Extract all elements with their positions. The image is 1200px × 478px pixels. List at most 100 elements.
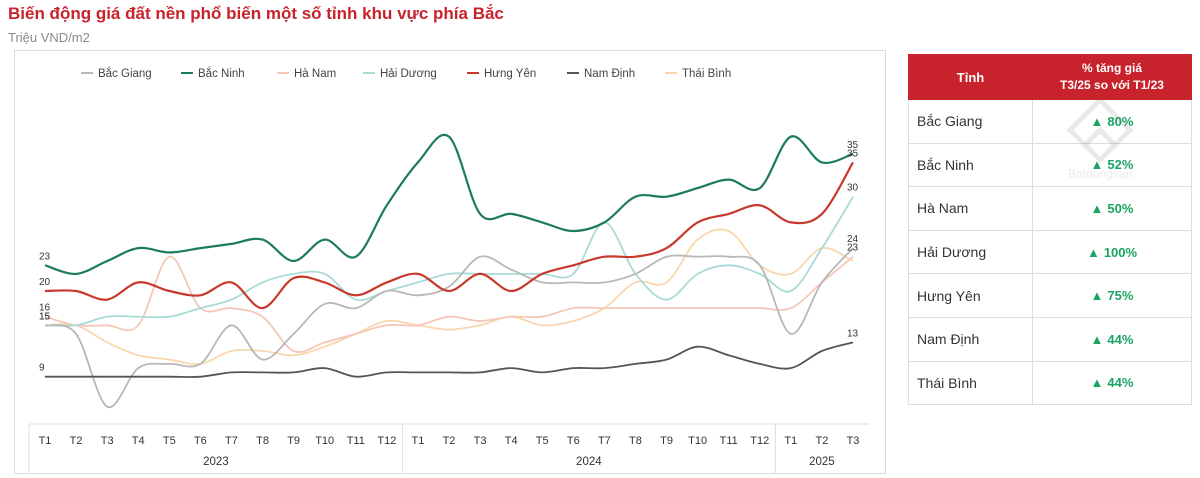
x-tick-label: T3 (847, 435, 860, 447)
table-row: Bắc Ninh ▲ 52% (908, 142, 1192, 188)
table-row: Hải Dương ▲ 100% (908, 229, 1192, 275)
table-row: Nam Định ▲ 44% (908, 316, 1192, 362)
growth-cell: ▲ 100% (1032, 229, 1192, 275)
x-tick-label: T8 (629, 435, 642, 447)
legend-label: Hà Nam (294, 68, 336, 80)
series-start-label: 23 (39, 251, 51, 262)
series-end-label: 13 (847, 328, 859, 339)
year-label: 2024 (576, 456, 602, 468)
chart-frame: Bắc Giang Bắc Ninh Hà Nam Hải Dương Hưng Yên… (14, 50, 886, 474)
x-tick-label: T4 (505, 435, 518, 447)
x-tick-label: T9 (287, 435, 300, 447)
up-triangle-icon: ▲ (1090, 331, 1104, 347)
up-triangle-icon: ▲ (1090, 113, 1104, 129)
up-triangle-icon: ▲ (1090, 375, 1104, 391)
up-triangle-icon: ▲ (1090, 200, 1104, 216)
x-tick-label: T9 (660, 435, 673, 447)
growth-cell: ▲ 52% (1032, 142, 1192, 188)
province-name: Hải Dương (908, 229, 1033, 275)
header-province: Tỉnh (908, 54, 1033, 100)
x-tick-label: T11 (347, 435, 365, 447)
series-start-label: 15 (39, 311, 51, 322)
growth-value: 50% (1107, 200, 1134, 216)
legend-item: Hưng Yên (467, 68, 536, 80)
x-tick-label: T6 (194, 435, 207, 447)
x-tick-label: T1 (412, 435, 425, 447)
up-triangle-icon: ▲ (1086, 244, 1100, 260)
x-tick-label: T1 (39, 435, 52, 447)
series-start-label: 15 (39, 311, 51, 322)
series-line (44, 196, 854, 327)
x-tick-label: T1 (784, 435, 797, 447)
line-chart: Bắc Giang Bắc Ninh Hà Nam Hải Dương Hưng Yên… (28, 67, 869, 473)
growth-value: 52% (1107, 157, 1134, 173)
growth-value: 80% (1107, 113, 1134, 129)
x-tick-label: T10 (688, 435, 707, 447)
growth-table: Tỉnh % tăng giá T3/25 so với T1/23 Bắc G… (908, 54, 1192, 406)
series-start-label: 9 (39, 363, 45, 374)
province-name: Bắc Ninh (908, 142, 1033, 188)
province-name: Hà Nam (908, 186, 1033, 231)
legend-label: Hưng Yên (484, 68, 536, 80)
legend-item: Hà Nam (277, 68, 336, 80)
x-tick-label: T2 (816, 435, 829, 447)
series-line (45, 341, 854, 378)
province-name: Bắc Giang (908, 99, 1033, 144)
legend-item: Nam Định (567, 68, 635, 80)
x-tick-label: T2 (70, 435, 83, 447)
x-tick-label: T4 (132, 435, 145, 447)
growth-value: 44% (1107, 331, 1134, 347)
legend-label: Nam Định (584, 68, 635, 80)
legend-item: Bắc Ninh (181, 67, 245, 80)
year-label: 2023 (203, 456, 229, 468)
x-tick-label: T12 (377, 435, 396, 447)
x-tick-label: T2 (443, 435, 456, 447)
growth-cell: ▲ 44% (1032, 316, 1192, 362)
x-tick-label: T11 (720, 435, 738, 447)
watermark-text: Batdongsan (1067, 167, 1133, 181)
series-line (44, 161, 854, 310)
unit-subtitle: Triệu VND/m2 (8, 30, 90, 45)
x-tick-label: T5 (536, 435, 549, 447)
up-triangle-icon: ▲ (1090, 157, 1104, 173)
series-line (44, 247, 854, 408)
x-tick-label: T7 (225, 435, 238, 447)
watermark-logo: Batdongsan (1040, 95, 1160, 205)
series-end-label: 35 (847, 148, 859, 159)
x-tick-label: T8 (256, 435, 269, 447)
legend-item: Bắc Giang (81, 67, 152, 80)
header-growth: % tăng giá T3/25 so với T1/23 (1032, 54, 1192, 100)
series-line (44, 228, 854, 366)
x-tick-label: T12 (750, 435, 769, 447)
x-tick-label: T7 (598, 435, 611, 447)
growth-value: 75% (1107, 288, 1134, 304)
series-line (44, 255, 854, 353)
legend-item: Hải Dương (363, 68, 437, 80)
growth-cell: ▲ 75% (1032, 273, 1192, 318)
x-tick-label: T5 (163, 435, 176, 447)
x-tick-label: T6 (567, 435, 580, 447)
table-row: Hưng Yên ▲ 75% (908, 273, 1192, 318)
legend-label: Thái Bình (682, 68, 731, 80)
series-start-label: 16 (39, 303, 51, 314)
header-growth-line2: T3/25 so với T1/23 (1060, 78, 1164, 92)
series-end-label: 30 (847, 183, 859, 194)
legend-label: Bắc Giang (98, 67, 152, 80)
province-name: Nam Định (908, 316, 1033, 362)
up-triangle-icon: ▲ (1090, 288, 1104, 304)
legend-label: Hải Dương (380, 68, 437, 80)
province-name: Thái Bình (908, 360, 1033, 406)
page-title: Biến động giá đất nền phổ biến một số tỉ… (8, 4, 504, 23)
legend-item: Thái Bình (665, 68, 731, 80)
table-header-row: Tỉnh % tăng giá T3/25 so với T1/23 (908, 54, 1192, 100)
province-name: Hưng Yên (908, 273, 1033, 318)
legend-label: Bắc Ninh (198, 67, 245, 80)
growth-value: 44% (1107, 375, 1134, 391)
growth-value: 100% (1103, 244, 1138, 260)
x-tick-label: T10 (315, 435, 334, 447)
growth-cell: ▲ 44% (1032, 360, 1192, 406)
series-end-label: 24 (847, 234, 859, 245)
series-line (44, 133, 854, 276)
x-tick-label: T3 (101, 435, 114, 447)
series-end-label: 23 (847, 243, 859, 254)
